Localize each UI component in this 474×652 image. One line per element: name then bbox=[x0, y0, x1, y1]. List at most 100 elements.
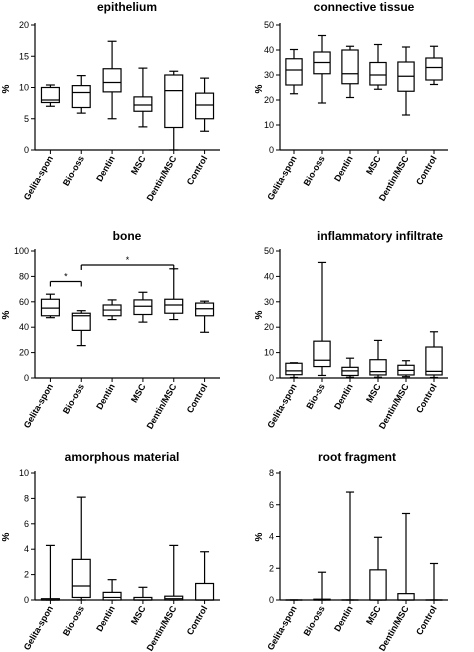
iqr-box bbox=[313, 340, 331, 368]
iqr-box bbox=[102, 68, 122, 93]
y-axis-label: % bbox=[1, 84, 12, 93]
box-control bbox=[425, 331, 443, 379]
iqr-box bbox=[40, 298, 60, 317]
box-dentin bbox=[102, 579, 122, 601]
y-axis-label: % bbox=[254, 84, 265, 93]
y-tick-label: 5 bbox=[24, 114, 29, 124]
boxes bbox=[40, 268, 215, 347]
y-tick-label: 0 bbox=[269, 373, 274, 383]
iqr-box bbox=[71, 312, 91, 331]
box-bio-oss bbox=[71, 310, 91, 347]
box-dentin-msc bbox=[164, 544, 184, 601]
box-bio-ss bbox=[313, 261, 331, 377]
y-tick-label: 10 bbox=[264, 120, 274, 130]
y-tick-label: 80 bbox=[19, 271, 29, 281]
y-tick-label: 10 bbox=[19, 83, 29, 93]
iqr-box bbox=[102, 591, 122, 601]
iqr-box bbox=[285, 362, 303, 376]
y-axis-label: % bbox=[1, 310, 12, 319]
y-tick-label: 50 bbox=[264, 246, 274, 256]
box-msc bbox=[369, 43, 387, 90]
iqr-box bbox=[425, 57, 443, 81]
iqr-box bbox=[397, 593, 415, 601]
box-dentin-msc bbox=[397, 360, 415, 378]
box-gelita-spon bbox=[285, 362, 303, 379]
annotations: ** bbox=[49, 255, 175, 287]
box-gelita-spon bbox=[40, 544, 60, 601]
box-dentin-msc bbox=[397, 512, 415, 601]
boxes bbox=[40, 40, 215, 151]
panel-title: epithelium bbox=[97, 0, 157, 14]
iqr-box bbox=[195, 582, 215, 601]
iqr-box bbox=[285, 58, 303, 86]
y-tick-label: 30 bbox=[264, 297, 274, 307]
y-tick-label: 60 bbox=[19, 297, 29, 307]
box-msc bbox=[133, 67, 153, 128]
y-tick-label: 8 bbox=[269, 468, 274, 478]
y-tick-label: 40 bbox=[264, 271, 274, 281]
iqr-box bbox=[71, 558, 91, 599]
y-tick-label: 20 bbox=[19, 348, 29, 358]
y-tick-label: 0 bbox=[24, 145, 29, 155]
iqr-box bbox=[369, 569, 387, 601]
y-tick-label: 0 bbox=[24, 373, 29, 383]
y-tick-label: 100 bbox=[14, 246, 29, 256]
iqr-box bbox=[369, 61, 387, 86]
boxes bbox=[40, 496, 215, 601]
box-gelita-spon bbox=[40, 293, 60, 319]
box-dentin bbox=[341, 357, 359, 378]
boxes bbox=[285, 491, 443, 601]
y-axis-label: % bbox=[254, 532, 265, 541]
y-tick-label: 50 bbox=[264, 20, 274, 30]
y-tick-label: 6 bbox=[24, 519, 29, 529]
y-axis-label: % bbox=[254, 310, 265, 319]
y-tick-label: 10 bbox=[19, 468, 29, 478]
y-tick-label: 30 bbox=[264, 70, 274, 80]
y-tick-label: 0 bbox=[269, 595, 274, 605]
iqr-box bbox=[195, 92, 215, 120]
box-dentin bbox=[102, 299, 122, 321]
significance-label: * bbox=[126, 255, 130, 265]
iqr-box bbox=[341, 49, 359, 85]
significance-label: * bbox=[64, 271, 68, 281]
y-tick-label: 40 bbox=[264, 45, 274, 55]
box-control bbox=[195, 77, 215, 132]
box-msc bbox=[133, 291, 153, 323]
box-dentin bbox=[102, 40, 122, 120]
box-control bbox=[425, 562, 443, 601]
boxes bbox=[285, 261, 443, 379]
iqr-box bbox=[195, 302, 215, 317]
y-tick-label: 2 bbox=[24, 570, 29, 580]
iqr-box bbox=[71, 85, 91, 109]
y-tick-label: 40 bbox=[19, 322, 29, 332]
panel-title: bone bbox=[113, 229, 142, 243]
box-dentin-msc bbox=[164, 70, 184, 151]
y-tick-label: 15 bbox=[19, 51, 29, 61]
box-dentin bbox=[341, 45, 359, 99]
iqr-box bbox=[164, 595, 184, 601]
panel-title: connective tissue bbox=[314, 0, 415, 14]
box-bio-oss bbox=[71, 75, 91, 114]
box-msc bbox=[369, 536, 387, 601]
y-tick-label: 4 bbox=[269, 532, 274, 542]
box-bio-oss bbox=[71, 496, 91, 601]
y-tick-label: 4 bbox=[24, 544, 29, 554]
box-gelita-spon bbox=[285, 48, 303, 95]
box-dentin bbox=[341, 491, 359, 601]
box-dentin-msc bbox=[164, 268, 184, 321]
panel-title: inflammatory infiltrate bbox=[317, 229, 443, 243]
box-msc bbox=[369, 339, 387, 378]
box-control bbox=[195, 551, 215, 601]
y-tick-label: 20 bbox=[264, 322, 274, 332]
box-bio-oss bbox=[313, 571, 331, 601]
box-bio-oss bbox=[313, 34, 331, 104]
box-msc bbox=[133, 586, 153, 601]
iqr-box bbox=[164, 298, 184, 314]
y-axis-label: % bbox=[1, 532, 12, 541]
panel-title: root fragment bbox=[318, 450, 396, 464]
panel-title: amorphous material bbox=[65, 450, 180, 464]
y-tick-label: 6 bbox=[269, 500, 274, 510]
y-tick-label: 0 bbox=[24, 595, 29, 605]
y-tick-label: 8 bbox=[24, 493, 29, 503]
